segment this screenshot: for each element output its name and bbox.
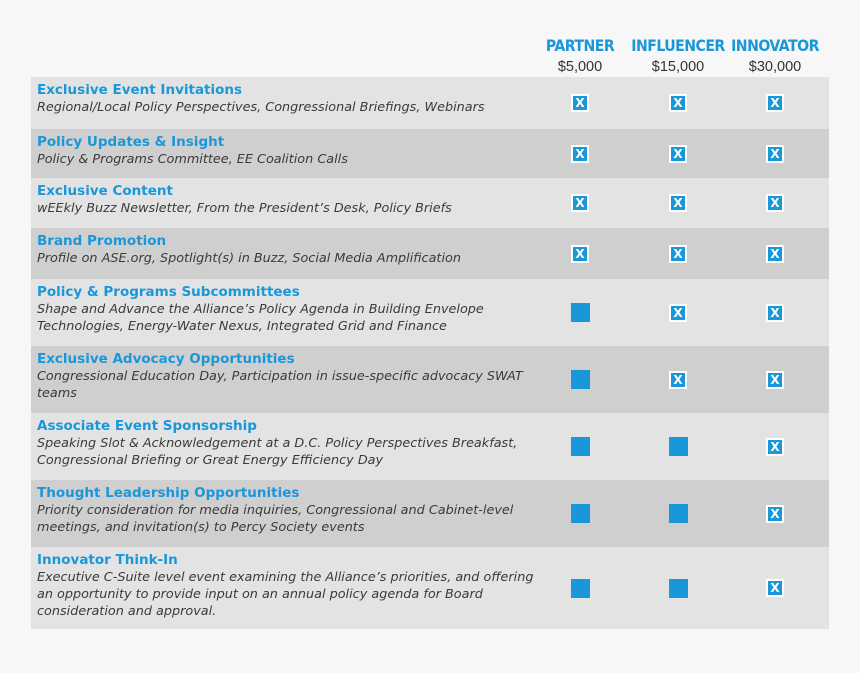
benefit-text: Brand Promotion Profile on ASE.org, Spotl… (37, 233, 547, 267)
benefit-description: Policy & Programs Committee, EE Coalitio… (37, 152, 348, 167)
tier-header-influencer: INFLUENCER $15,000 (623, 38, 733, 75)
benefit-title: Exclusive Content (37, 183, 173, 199)
benefit-title: Thought Leadership Opportunities (37, 485, 300, 501)
not-included-square-icon (570, 578, 590, 598)
benefit-row: Policy Updates & Insight Policy & Program… (31, 129, 829, 178)
benefit-description: Congressional Education Day, Participati… (37, 369, 523, 401)
benefit-title: Innovator Think-In (37, 552, 178, 568)
benefit-text: Policy Updates & Insight Policy & Program… (37, 134, 547, 168)
included-check-icon: X (766, 94, 784, 112)
benefit-row: Innovator Think-In Executive C-Suite leve… (31, 547, 829, 629)
included-check-icon: X (669, 370, 687, 389)
benefit-description: Priority consideration for media inquiri… (37, 503, 514, 535)
benefit-title: Policy Updates & Insight (37, 134, 225, 150)
included-check-icon: X (571, 194, 589, 212)
benefit-description: Shape and Advance the Alliance’s Policy … (37, 302, 484, 334)
benefit-row: Thought Leadership Opportunities Priority… (31, 480, 829, 547)
not-included-square-icon (668, 578, 688, 598)
benefit-row: Exclusive Content wEEkly Buzz Newsletter,… (31, 178, 829, 228)
not-included-square-icon (570, 370, 590, 389)
benefit-text: Policy & Programs Subcommittees Shape and… (37, 284, 547, 335)
benefit-row: Exclusive Advocacy Opportunities Congress… (31, 346, 829, 413)
tier-name: INFLUENCER (631, 36, 725, 55)
benefit-description: Executive C-Suite level event examining … (37, 570, 534, 619)
benefit-row: Exclusive Event Invitations Regional/Loca… (31, 77, 829, 129)
included-check-icon: X (766, 303, 784, 322)
benefit-title: Exclusive Event Invitations (37, 82, 243, 98)
tier-name: PARTNER (545, 36, 615, 55)
benefit-description: Speaking Slot & Acknowledgement at a D.C… (37, 436, 518, 468)
benefit-row: Policy & Programs Subcommittees Shape and… (31, 279, 829, 346)
tier-price: $5,000 (557, 59, 603, 75)
benefits-table: Exclusive Event Invitations Regional/Loca… (31, 77, 829, 629)
included-check-icon: X (669, 144, 687, 163)
tier-price: $15,000 (651, 59, 705, 75)
not-included-square-icon (570, 303, 590, 322)
benefit-title: Associate Event Sponsorship (37, 418, 257, 434)
benefit-description: wEEkly Buzz Newsletter, From the Preside… (37, 201, 452, 216)
included-check-icon: X (669, 303, 687, 322)
tier-name: INNOVATOR (731, 36, 819, 55)
tier-price: $30,000 (748, 59, 802, 75)
benefit-title: Policy & Programs Subcommittees (37, 284, 300, 300)
not-included-square-icon (570, 504, 590, 523)
not-included-square-icon (668, 504, 688, 523)
included-check-icon: X (571, 94, 589, 112)
included-check-icon: X (766, 144, 784, 163)
included-check-icon: X (571, 144, 589, 163)
benefit-row: Associate Event Sponsorship Speaking Slot… (31, 413, 829, 480)
included-check-icon: X (766, 244, 784, 263)
not-included-square-icon (668, 437, 688, 456)
not-included-square-icon (570, 437, 590, 456)
benefit-row: Brand Promotion Profile on ASE.org, Spotl… (31, 228, 829, 279)
benefit-title: Brand Promotion (37, 233, 167, 249)
tier-header-innovator: INNOVATOR $30,000 (720, 38, 830, 75)
benefit-text: Thought Leadership Opportunities Priority… (37, 485, 547, 536)
included-check-icon: X (766, 579, 784, 597)
benefit-title: Exclusive Advocacy Opportunities (37, 351, 295, 367)
tier-header-partner: PARTNER $5,000 (525, 38, 635, 75)
benefit-text: Exclusive Event Invitations Regional/Loca… (37, 82, 547, 116)
benefit-description: Regional/Local Policy Perspectives, Cong… (37, 100, 485, 115)
included-check-icon: X (669, 244, 687, 263)
benefit-description: Profile on ASE.org, Spotlight(s) in Buzz… (37, 251, 461, 266)
included-check-icon: X (766, 437, 784, 456)
included-check-icon: X (766, 194, 784, 212)
benefit-text: Associate Event Sponsorship Speaking Slot… (37, 418, 547, 469)
benefit-text: Exclusive Advocacy Opportunities Congress… (37, 351, 547, 402)
included-check-icon: X (766, 370, 784, 389)
included-check-icon: X (571, 244, 589, 263)
benefit-text: Exclusive Content wEEkly Buzz Newsletter,… (37, 183, 547, 217)
included-check-icon: X (669, 94, 687, 112)
included-check-icon: X (669, 194, 687, 212)
benefit-text: Innovator Think-In Executive C-Suite leve… (37, 552, 547, 620)
included-check-icon: X (766, 504, 784, 523)
